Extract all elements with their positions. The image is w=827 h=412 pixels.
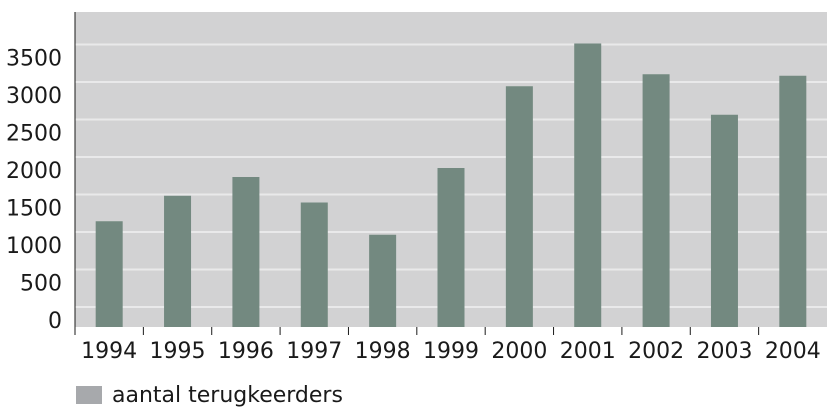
x-tick-label: 1998 [355, 339, 411, 364]
y-tick-label: 500 [20, 272, 62, 297]
y-tick-label: 1000 [6, 234, 62, 259]
bar-2003 [710, 114, 738, 327]
legend-label: aantal terugkeerders [112, 382, 343, 408]
x-tick-label: 1994 [81, 339, 137, 364]
x-tick-label: 1999 [423, 339, 479, 364]
bar-1997 [300, 202, 328, 327]
bar-1998 [369, 234, 397, 327]
y-tick-label: 1500 [6, 197, 62, 222]
bar-2000 [505, 86, 533, 327]
bar-chart: 1994 1995 1996 1997 1998 1999 2000 2001 2002 2003… [6, 12, 827, 364]
y-tick-label: 2500 [6, 122, 62, 147]
bar-1999 [437, 168, 465, 327]
x-axis: 1994 1995 1996 1997 1998 1999 2000 2001 2002 2003… [74, 327, 821, 364]
y-tick-label: 2000 [6, 159, 62, 184]
bars [95, 43, 807, 327]
x-tick-label: 1996 [218, 339, 274, 364]
x-tick-label: 2002 [628, 339, 684, 364]
y-tick-label: 3500 [6, 47, 62, 72]
x-tick-label: 1995 [150, 339, 206, 364]
bar-2002 [642, 74, 670, 327]
bar-1994 [95, 221, 123, 327]
x-tick-label: 1997 [286, 339, 342, 364]
x-tick-label: 2004 [765, 339, 821, 364]
x-tick-label: 2003 [696, 339, 752, 364]
legend: aantal terugkeerders [76, 382, 343, 408]
bar-1995 [164, 195, 192, 327]
y-tick-label: 3000 [6, 84, 62, 109]
bar-2001 [574, 43, 602, 327]
y-axis: 0 500 1000 1500 2000 2500 3000 3500 [6, 12, 76, 334]
legend-swatch [76, 386, 102, 404]
x-tick-label: 2001 [560, 339, 616, 364]
y-tick-label: 0 [48, 309, 62, 334]
bar-2004 [779, 75, 807, 327]
x-tick-label: 2000 [491, 339, 547, 364]
bar-1996 [232, 177, 260, 327]
